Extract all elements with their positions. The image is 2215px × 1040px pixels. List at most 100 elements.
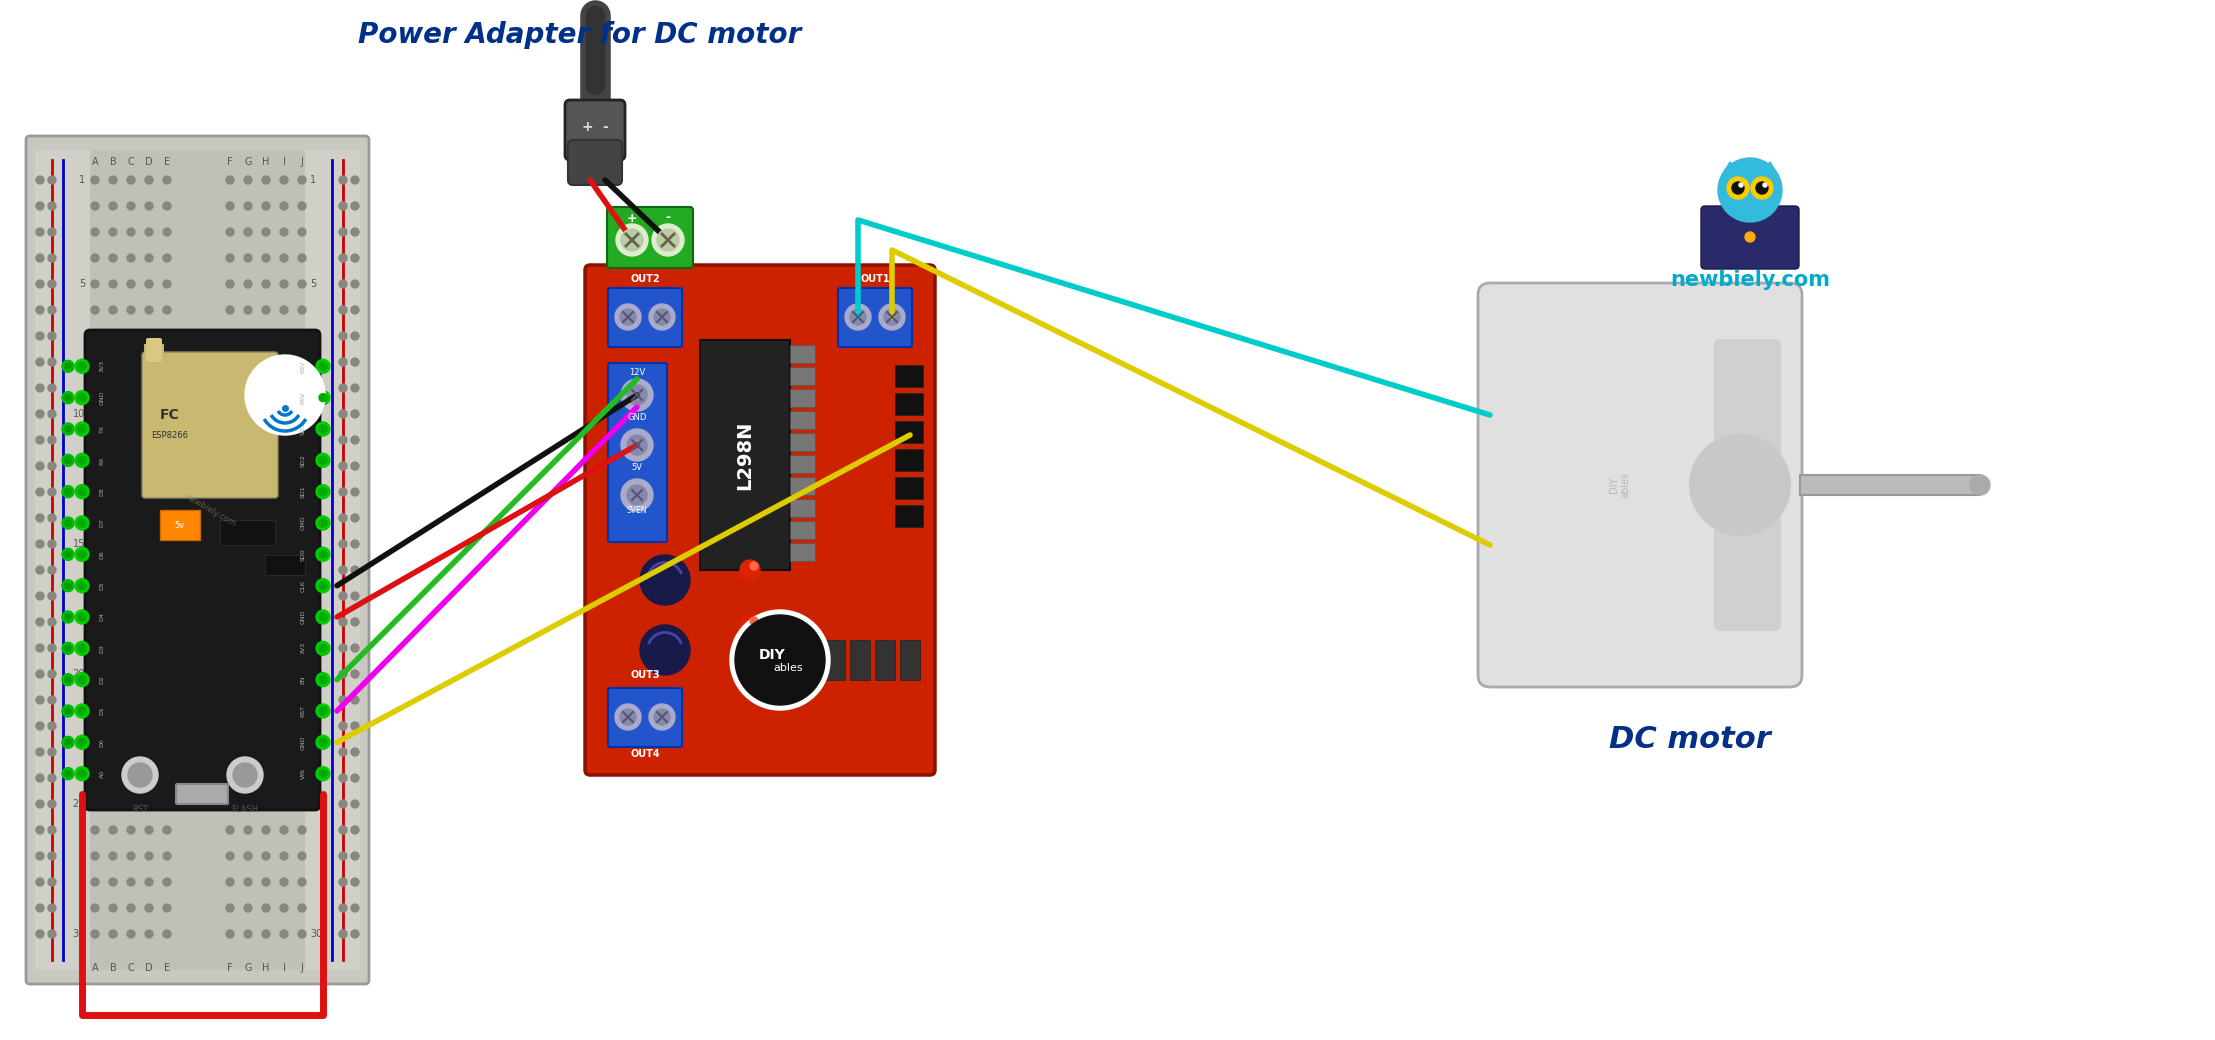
Circle shape bbox=[339, 670, 348, 678]
FancyBboxPatch shape bbox=[585, 265, 935, 775]
Circle shape bbox=[350, 540, 359, 548]
Circle shape bbox=[261, 696, 270, 704]
Circle shape bbox=[164, 384, 171, 392]
FancyBboxPatch shape bbox=[175, 784, 228, 804]
Circle shape bbox=[261, 592, 270, 600]
Bar bbox=[219, 520, 275, 545]
Circle shape bbox=[35, 384, 44, 392]
Circle shape bbox=[226, 696, 235, 704]
Circle shape bbox=[49, 904, 55, 912]
Circle shape bbox=[49, 852, 55, 860]
Circle shape bbox=[164, 306, 171, 314]
Circle shape bbox=[317, 735, 330, 750]
Circle shape bbox=[620, 428, 653, 461]
Circle shape bbox=[226, 332, 235, 340]
FancyBboxPatch shape bbox=[27, 136, 370, 984]
Circle shape bbox=[109, 722, 117, 730]
Circle shape bbox=[91, 462, 100, 470]
Circle shape bbox=[75, 547, 89, 562]
Bar bbox=[791, 499, 815, 517]
Text: D2: D2 bbox=[100, 675, 104, 684]
Circle shape bbox=[75, 673, 89, 686]
Circle shape bbox=[244, 228, 253, 236]
Circle shape bbox=[339, 332, 348, 340]
Circle shape bbox=[279, 228, 288, 236]
Circle shape bbox=[62, 736, 73, 749]
Circle shape bbox=[339, 280, 348, 288]
Circle shape bbox=[319, 362, 328, 370]
Circle shape bbox=[244, 748, 253, 756]
Bar bbox=[851, 640, 870, 680]
Polygon shape bbox=[1761, 162, 1779, 175]
Circle shape bbox=[261, 384, 270, 392]
Circle shape bbox=[226, 436, 235, 444]
Circle shape bbox=[261, 436, 270, 444]
Text: D6: D6 bbox=[100, 550, 104, 558]
Text: D5: D5 bbox=[100, 581, 104, 590]
Text: SD3: SD3 bbox=[301, 422, 306, 436]
Circle shape bbox=[350, 852, 359, 860]
Circle shape bbox=[279, 488, 288, 496]
Circle shape bbox=[339, 306, 348, 314]
Text: GND: GND bbox=[627, 413, 647, 422]
Circle shape bbox=[126, 306, 135, 314]
Circle shape bbox=[1752, 177, 1772, 199]
Circle shape bbox=[299, 566, 306, 574]
Circle shape bbox=[64, 614, 71, 620]
Circle shape bbox=[109, 618, 117, 626]
Bar bbox=[791, 345, 815, 363]
Circle shape bbox=[627, 485, 647, 505]
Circle shape bbox=[91, 748, 100, 756]
Text: D4: D4 bbox=[100, 613, 104, 622]
Circle shape bbox=[62, 423, 73, 435]
Text: SD1: SD1 bbox=[301, 486, 306, 498]
Text: G: G bbox=[244, 963, 253, 973]
Circle shape bbox=[64, 426, 71, 432]
Circle shape bbox=[126, 254, 135, 262]
Circle shape bbox=[35, 930, 44, 938]
Circle shape bbox=[109, 410, 117, 418]
Circle shape bbox=[1969, 475, 1989, 495]
Circle shape bbox=[350, 488, 359, 496]
Circle shape bbox=[244, 904, 253, 912]
Circle shape bbox=[317, 642, 330, 655]
Circle shape bbox=[319, 425, 328, 433]
Bar bbox=[895, 477, 924, 499]
Circle shape bbox=[299, 826, 306, 834]
Circle shape bbox=[299, 852, 306, 860]
Circle shape bbox=[75, 704, 89, 718]
Circle shape bbox=[851, 309, 866, 324]
Circle shape bbox=[164, 618, 171, 626]
Text: 3V3: 3V3 bbox=[301, 643, 306, 654]
Circle shape bbox=[144, 800, 153, 808]
Text: EN: EN bbox=[301, 675, 306, 684]
FancyBboxPatch shape bbox=[565, 100, 625, 160]
Circle shape bbox=[49, 618, 55, 626]
Circle shape bbox=[244, 410, 253, 418]
Circle shape bbox=[279, 436, 288, 444]
Circle shape bbox=[126, 592, 135, 600]
Circle shape bbox=[299, 618, 306, 626]
Text: 1: 1 bbox=[310, 175, 317, 185]
Circle shape bbox=[35, 852, 44, 860]
Circle shape bbox=[35, 228, 44, 236]
Circle shape bbox=[279, 280, 288, 288]
Circle shape bbox=[144, 930, 153, 938]
Circle shape bbox=[75, 735, 89, 750]
Circle shape bbox=[350, 462, 359, 470]
Circle shape bbox=[126, 488, 135, 496]
Circle shape bbox=[350, 618, 359, 626]
Circle shape bbox=[620, 479, 653, 511]
Circle shape bbox=[299, 540, 306, 548]
Text: RST: RST bbox=[301, 705, 306, 717]
Text: 30: 30 bbox=[73, 929, 84, 939]
Circle shape bbox=[144, 722, 153, 730]
Circle shape bbox=[126, 384, 135, 392]
Circle shape bbox=[350, 514, 359, 522]
Circle shape bbox=[339, 618, 348, 626]
Bar bbox=[1801, 475, 1980, 495]
Circle shape bbox=[78, 362, 86, 370]
Circle shape bbox=[244, 436, 253, 444]
Circle shape bbox=[164, 748, 171, 756]
Circle shape bbox=[91, 176, 100, 184]
